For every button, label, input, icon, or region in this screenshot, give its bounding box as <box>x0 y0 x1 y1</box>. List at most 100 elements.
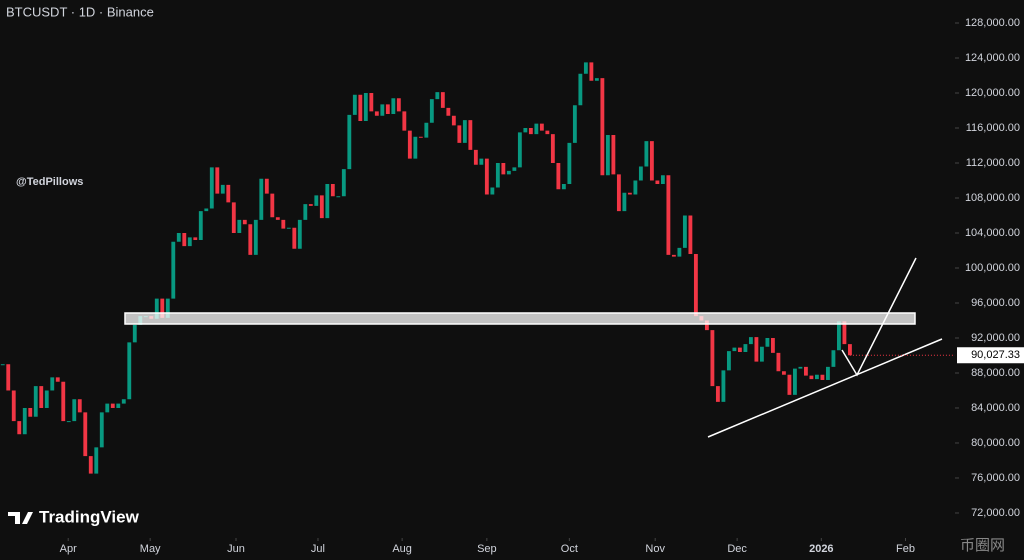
y-tick-label: 72,000.00 <box>971 507 1020 519</box>
candle <box>303 204 308 220</box>
candle <box>446 107 451 116</box>
candle <box>259 178 264 220</box>
candle <box>534 123 539 135</box>
candle <box>468 120 473 150</box>
candle <box>193 237 198 240</box>
candle <box>490 187 495 195</box>
candle <box>110 403 115 408</box>
candle <box>116 403 121 408</box>
candle <box>787 374 792 395</box>
candles <box>0 62 852 474</box>
candle <box>77 399 82 413</box>
candle <box>396 98 401 112</box>
candle <box>473 149 478 165</box>
axes: 72,000.00 76,000.00 80,000.00 84,000.00 88,0… <box>60 17 1024 555</box>
candle <box>215 167 220 194</box>
candle <box>765 337 770 347</box>
candle <box>83 412 88 457</box>
y-tick-label: 116,000.00 <box>966 122 1020 134</box>
projection-path <box>841 257 917 377</box>
candle <box>286 227 291 229</box>
candle <box>121 399 126 404</box>
candle <box>561 183 566 190</box>
candle <box>512 167 517 171</box>
candle <box>457 125 462 143</box>
y-tick-label: 128,000.00 <box>965 17 1020 29</box>
candle <box>160 298 165 318</box>
candle <box>528 128 533 135</box>
candle <box>655 180 660 184</box>
candle <box>837 321 841 351</box>
y-tick-label: 124,000.00 <box>965 52 1020 64</box>
x-tick-label: 2026 <box>809 543 833 555</box>
candle <box>22 407 27 435</box>
candle <box>638 166 643 181</box>
candle <box>776 352 781 372</box>
y-tick-label: 108,000.00 <box>965 192 1020 204</box>
candle <box>627 192 632 195</box>
candle <box>253 219 258 255</box>
candle <box>567 142 572 184</box>
candle <box>407 130 412 159</box>
candle <box>759 346 764 362</box>
candle <box>127 342 132 400</box>
candle <box>374 111 379 116</box>
x-tick-label: May <box>140 543 161 555</box>
brand: TradingView <box>39 507 140 526</box>
last-price-label: 90,027.33 <box>971 349 1020 361</box>
candle <box>39 386 44 408</box>
candle <box>369 93 374 112</box>
y-tick-label: 88,000.00 <box>971 367 1020 379</box>
candle <box>176 232 181 242</box>
candle <box>649 141 654 181</box>
y-tick-label: 96,000.00 <box>971 297 1020 309</box>
candle <box>517 132 522 168</box>
candle <box>848 344 852 356</box>
candle <box>171 241 176 299</box>
x-tick-label: Feb <box>896 543 915 555</box>
candle <box>380 104 385 116</box>
candle <box>616 174 621 212</box>
corner-logo: 币圈网 <box>960 537 1005 554</box>
candle <box>611 135 616 175</box>
candle <box>710 330 715 387</box>
candle <box>44 390 49 408</box>
x-tick-label: Jun <box>227 543 245 555</box>
candle <box>495 163 500 188</box>
x-tick-label: Jul <box>311 543 325 555</box>
candle <box>275 217 280 220</box>
candle <box>583 62 588 74</box>
candle <box>264 178 269 194</box>
candle <box>798 366 803 369</box>
candle <box>523 128 528 133</box>
candle <box>6 364 11 391</box>
candle <box>341 169 346 197</box>
candle <box>737 347 742 352</box>
candle <box>792 368 797 395</box>
x-tick-label: Dec <box>727 543 747 555</box>
candle <box>781 371 786 375</box>
candle <box>17 421 22 435</box>
candle <box>352 94 357 115</box>
candle <box>809 375 814 380</box>
trendline <box>707 338 943 438</box>
brand-logo <box>8 512 33 524</box>
candle <box>506 170 511 175</box>
candle <box>248 224 253 255</box>
candle <box>605 135 610 176</box>
candle <box>622 192 627 212</box>
candle <box>72 399 77 422</box>
candle <box>105 403 110 413</box>
candle <box>842 321 847 345</box>
candle <box>385 104 390 115</box>
candle <box>198 211 203 240</box>
candle <box>633 180 638 195</box>
watermark: @TedPillows <box>16 176 83 188</box>
candle <box>281 219 286 229</box>
candle <box>94 447 99 474</box>
candle <box>28 407 33 417</box>
y-tick-label: 112,000.00 <box>966 157 1020 169</box>
y-tick-label: 100,000.00 <box>965 262 1020 274</box>
